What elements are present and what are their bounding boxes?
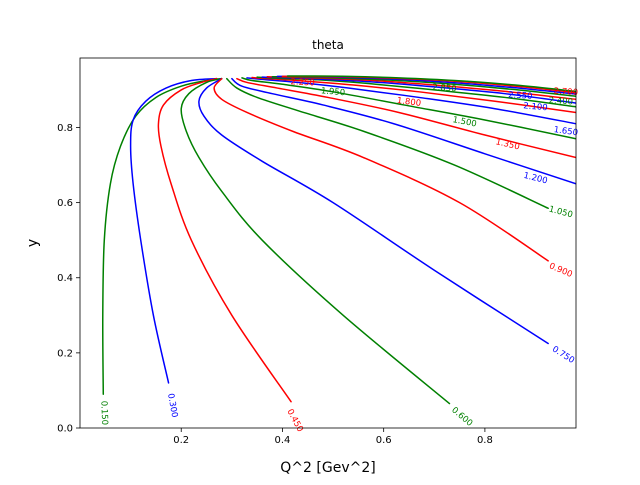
contour-line-0-750 xyxy=(198,77,549,345)
contour-line-1-500 xyxy=(241,77,576,140)
contour-line-0-450 xyxy=(157,77,292,403)
contour-label-2-100: 2.100 xyxy=(523,101,548,113)
y-tick-label: 0.8 xyxy=(57,123,73,134)
contour-label-2-550: 2.550 xyxy=(508,90,533,102)
y-tick-label: 0.0 xyxy=(57,424,73,435)
contour-line-1-050 xyxy=(226,77,549,209)
contour-label-1-800: 1.800 xyxy=(396,96,421,109)
contour-label-2-850: 2.850 xyxy=(432,83,457,95)
contour-line-1-200 xyxy=(231,77,576,185)
contour-line-0-150 xyxy=(101,77,223,395)
contour-label-0-300: 0.300 xyxy=(165,393,179,419)
contour-label-0-150: 0.150 xyxy=(98,401,109,426)
x-tick-label: 0.8 xyxy=(477,435,493,446)
series-layer xyxy=(101,75,576,405)
y-tick-label: 0.2 xyxy=(57,348,73,359)
x-tick-label: 0.4 xyxy=(274,435,290,446)
contour-line-1-950 xyxy=(256,76,576,108)
contour-line-1-350 xyxy=(236,77,576,159)
x-tick-label: 0.2 xyxy=(173,435,189,446)
y-tick-label: 0.6 xyxy=(57,198,73,209)
contour-label-2-700: 2.700 xyxy=(553,86,578,98)
contour-line-0-300 xyxy=(129,77,218,384)
y-axis-ticks: 0.0 0.2 0.4 0.6 0.8 xyxy=(57,123,80,435)
contour-label-2-250: 2.250 xyxy=(290,77,315,88)
contour-line-0-900 xyxy=(213,77,549,262)
contour-label-1-500: 1.500 xyxy=(452,115,478,129)
y-tick-label: 0.4 xyxy=(57,273,73,284)
x-axis-label: Q^2 [Gev^2] xyxy=(280,460,375,476)
contour-label-1-650: 1.650 xyxy=(553,125,578,138)
x-axis-ticks: 0.2 0.4 0.6 0.8 xyxy=(173,428,493,446)
y-axis-label: y xyxy=(25,239,41,247)
contour-line-1-800 xyxy=(251,76,576,114)
contour-line-1-650 xyxy=(246,77,576,125)
chart-title: theta xyxy=(312,38,344,52)
contour-label-2-400: 2.400 xyxy=(548,96,573,108)
contour-line-2-850 xyxy=(286,75,576,93)
contour-label-1-950: 1.950 xyxy=(320,86,345,98)
plot-frame xyxy=(79,57,577,429)
contour-line-0-600 xyxy=(180,77,451,405)
x-tick-label: 0.6 xyxy=(376,435,392,446)
